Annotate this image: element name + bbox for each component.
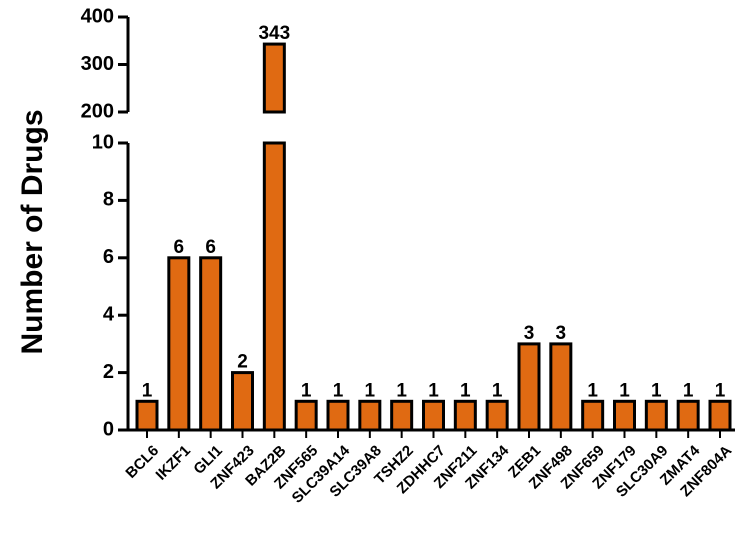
y-tick-label: 300 <box>81 53 114 75</box>
y-tick-label: 8 <box>103 189 114 211</box>
bar <box>167 256 191 432</box>
y-tick-label: 6 <box>103 246 114 268</box>
data-label: 6 <box>205 237 216 258</box>
bar <box>262 141 286 432</box>
data-label: 1 <box>651 380 662 401</box>
bar <box>358 399 382 432</box>
data-label: 2 <box>237 352 248 373</box>
data-label: 1 <box>365 380 376 401</box>
data-label: 1 <box>715 380 726 401</box>
data-label: 1 <box>587 380 598 401</box>
bar <box>453 399 477 432</box>
bar <box>231 371 254 432</box>
y-tick-label: 4 <box>103 303 115 325</box>
y-tick-label: 400 <box>81 5 114 27</box>
data-label: 3 <box>524 323 535 344</box>
y-tick-label: 2 <box>103 361 114 383</box>
data-label: 1 <box>428 380 439 401</box>
data-label: 1 <box>619 380 630 401</box>
bar <box>644 399 668 432</box>
bar <box>708 399 732 432</box>
bar <box>581 399 605 432</box>
bar <box>422 399 445 432</box>
bar <box>199 256 223 432</box>
bar <box>517 342 541 432</box>
data-label: 1 <box>683 380 694 401</box>
data-label: 1 <box>142 380 153 401</box>
bar-upper <box>262 42 286 114</box>
bar <box>135 399 159 432</box>
bar <box>549 342 573 432</box>
y-tick-label: 10 <box>92 131 114 153</box>
bar <box>294 399 318 432</box>
x-tick-label: IKZF1 <box>153 442 194 483</box>
data-label: 1 <box>333 380 344 401</box>
bar <box>390 399 414 432</box>
data-label: 343 <box>258 23 290 44</box>
data-label: 1 <box>396 380 407 401</box>
data-label: 1 <box>301 380 312 401</box>
y-tick-label: 200 <box>81 100 114 122</box>
bar <box>326 399 350 432</box>
data-label: 1 <box>460 380 471 401</box>
y-axis-label: Number of Drugs <box>16 109 49 354</box>
y-tick-label: 0 <box>103 418 114 440</box>
data-label: 6 <box>174 237 185 258</box>
data-label: 3 <box>556 323 567 344</box>
bar <box>485 399 509 432</box>
bar <box>613 399 636 432</box>
bar <box>676 399 700 432</box>
data-label: 1 <box>492 380 503 401</box>
